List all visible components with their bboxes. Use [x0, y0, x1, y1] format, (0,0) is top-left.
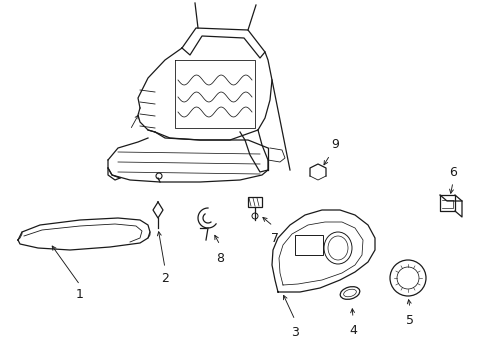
Bar: [247, 197, 262, 207]
Text: 4: 4: [348, 324, 356, 337]
Text: 9: 9: [330, 139, 338, 152]
Text: 7: 7: [270, 231, 279, 244]
Text: 8: 8: [216, 252, 224, 265]
Text: 6: 6: [448, 166, 456, 179]
Bar: [294, 235, 323, 255]
Text: 2: 2: [161, 271, 168, 284]
Text: 5: 5: [405, 314, 413, 327]
Text: 3: 3: [290, 327, 298, 339]
Text: 1: 1: [76, 288, 84, 302]
